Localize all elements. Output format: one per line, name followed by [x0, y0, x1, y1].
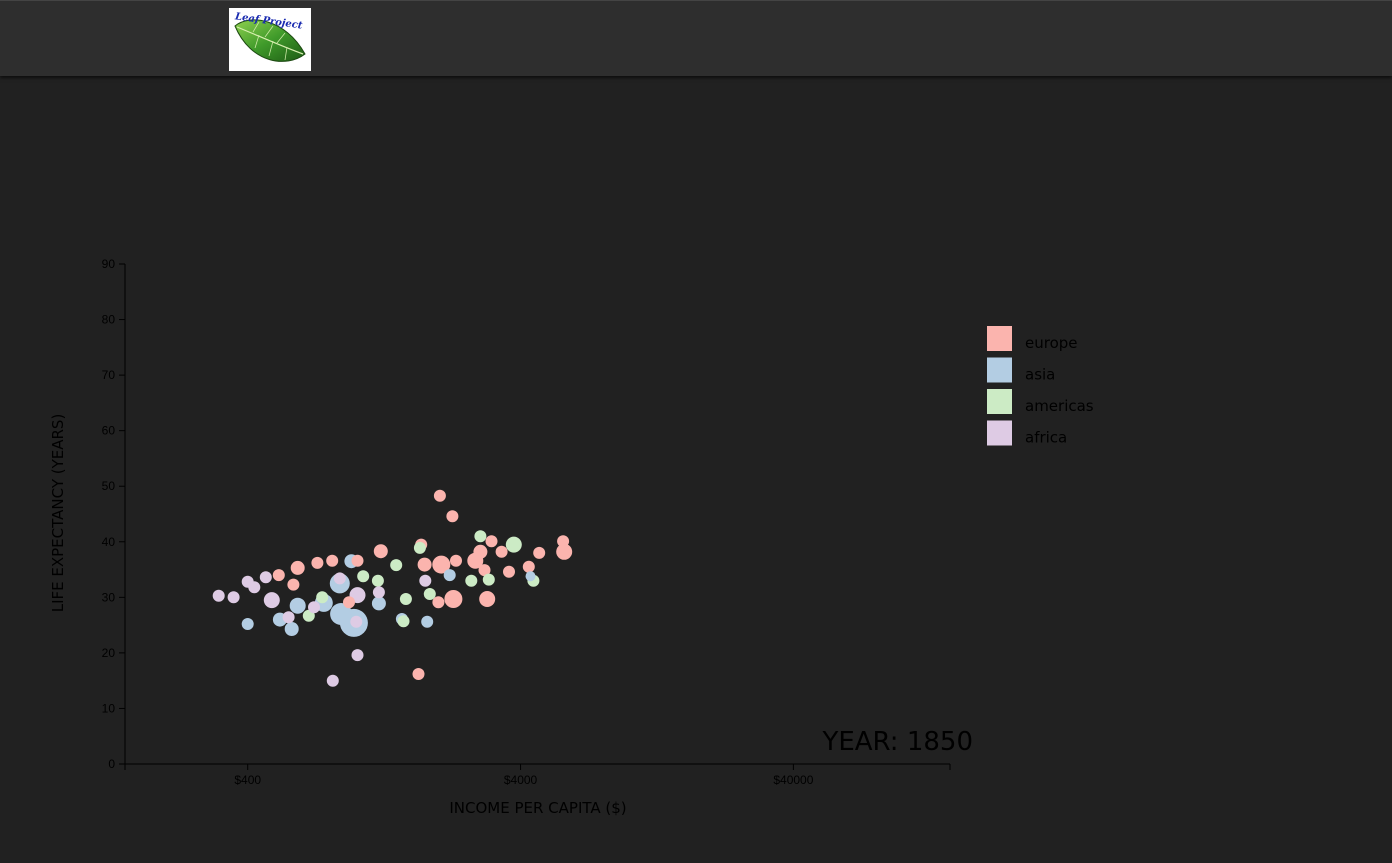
top-navbar: Leaf Project — [0, 0, 1392, 76]
data-point-europe[interactable] — [417, 557, 432, 572]
y-tick-label: 40 — [102, 535, 116, 549]
data-point-americas[interactable] — [397, 615, 410, 628]
y-tick-label: 70 — [102, 368, 116, 382]
x-tick-label: $4000 — [504, 773, 538, 787]
data-point-europe[interactable] — [343, 596, 355, 609]
y-tick-label: 80 — [102, 313, 116, 327]
data-point-europe[interactable] — [272, 569, 285, 582]
data-point-americas[interactable] — [465, 574, 478, 587]
data-point-africa[interactable] — [308, 601, 320, 614]
data-point-africa[interactable] — [350, 615, 363, 628]
data-point-europe[interactable] — [479, 591, 496, 607]
y-tick-label: 60 — [102, 424, 116, 438]
data-point-africa[interactable] — [351, 649, 364, 662]
data-point-europe[interactable] — [432, 596, 445, 609]
data-point-europe[interactable] — [433, 489, 446, 502]
data-point-europe[interactable] — [446, 510, 459, 523]
data-point-americas[interactable] — [316, 591, 329, 604]
data-point-africa[interactable] — [326, 674, 339, 687]
data-point-asia[interactable] — [421, 615, 434, 628]
data-point-europe[interactable] — [412, 668, 425, 680]
data-point-europe[interactable] — [287, 578, 300, 591]
data-point-africa[interactable] — [227, 591, 240, 604]
data-point-americas[interactable] — [482, 573, 495, 586]
data-point-europe[interactable] — [444, 590, 463, 608]
data-point-europe[interactable] — [503, 565, 515, 578]
legend-label-africa: africa — [1025, 429, 1067, 447]
legend-label-americas: americas — [1025, 397, 1094, 415]
legend-label-asia: asia — [1025, 366, 1055, 384]
data-point-europe[interactable] — [432, 555, 451, 574]
y-axis: 0 10 20 30 40 50 60 70 80 90 — [102, 257, 126, 771]
data-point-europe[interactable] — [290, 560, 305, 575]
data-point-americas[interactable] — [423, 588, 436, 600]
data-point-europe[interactable] — [373, 544, 388, 559]
legend-swatch-asia — [987, 357, 1012, 383]
data-point-europe[interactable] — [450, 554, 462, 567]
data-point-africa[interactable] — [259, 571, 272, 584]
data-point-africa[interactable] — [282, 611, 295, 624]
data-point-asia[interactable] — [525, 571, 536, 582]
data-point-africa[interactable] — [372, 586, 385, 599]
data-point-americas[interactable] — [505, 536, 522, 553]
data-point-europe[interactable] — [478, 564, 491, 577]
data-point-asia[interactable] — [289, 597, 306, 614]
legend-swatch-europe — [987, 326, 1012, 351]
data-point-americas[interactable] — [371, 574, 384, 587]
data-point-europe[interactable] — [556, 543, 573, 560]
data-point-americas[interactable] — [390, 559, 403, 572]
data-point-africa[interactable] — [263, 592, 280, 609]
data-point-europe[interactable] — [557, 535, 570, 548]
y-tick-label: 30 — [102, 590, 116, 604]
data-point-asia[interactable] — [330, 603, 353, 625]
y-tick-label: 20 — [102, 646, 116, 660]
data-point-americas[interactable] — [357, 570, 370, 583]
data-point-americas[interactable] — [413, 541, 426, 554]
y-tick-label: 10 — [102, 701, 116, 715]
legend-swatch-africa — [987, 420, 1012, 446]
y-tick-label: 90 — [102, 257, 116, 271]
x-tick-label: $400 — [234, 773, 261, 787]
data-point-asia[interactable] — [443, 569, 456, 582]
legend: europe asia americas africa — [987, 326, 1094, 447]
data-point-asia[interactable] — [284, 622, 299, 636]
data-point-europe[interactable] — [351, 554, 364, 567]
data-point-africa[interactable] — [419, 574, 432, 587]
y-tick-label: 50 — [102, 479, 116, 493]
year-label: YEAR: 1850 — [821, 727, 973, 757]
legend-label-europe: europe — [1025, 334, 1078, 352]
data-point-africa[interactable] — [248, 581, 261, 594]
data-point-europe[interactable] — [311, 556, 324, 569]
y-tick-label: 0 — [108, 757, 115, 771]
leaf-logo[interactable]: Leaf Project — [229, 8, 311, 71]
data-point-africa[interactable] — [212, 589, 225, 602]
data-points — [212, 489, 573, 687]
data-point-europe[interactable] — [533, 546, 546, 559]
data-point-asia[interactable] — [241, 618, 254, 630]
data-point-europe[interactable] — [495, 545, 508, 558]
data-point-europe[interactable] — [522, 560, 535, 573]
data-point-americas[interactable] — [399, 593, 412, 605]
data-point-asia[interactable] — [371, 596, 386, 611]
data-point-europe[interactable] — [485, 535, 498, 548]
x-tick-label: $40000 — [773, 773, 813, 787]
x-axis-title: INCOME PER CAPITA ($) — [449, 799, 626, 817]
data-point-americas[interactable] — [474, 530, 487, 543]
legend-swatch-americas — [987, 389, 1012, 414]
data-point-europe[interactable] — [473, 544, 488, 559]
data-point-africa[interactable] — [333, 572, 346, 585]
y-axis-title: LIFE EXPECTANCY (YEARS) — [49, 414, 67, 613]
data-point-europe[interactable] — [326, 554, 339, 567]
x-axis: $400 $4000 $40000 — [124, 763, 951, 787]
